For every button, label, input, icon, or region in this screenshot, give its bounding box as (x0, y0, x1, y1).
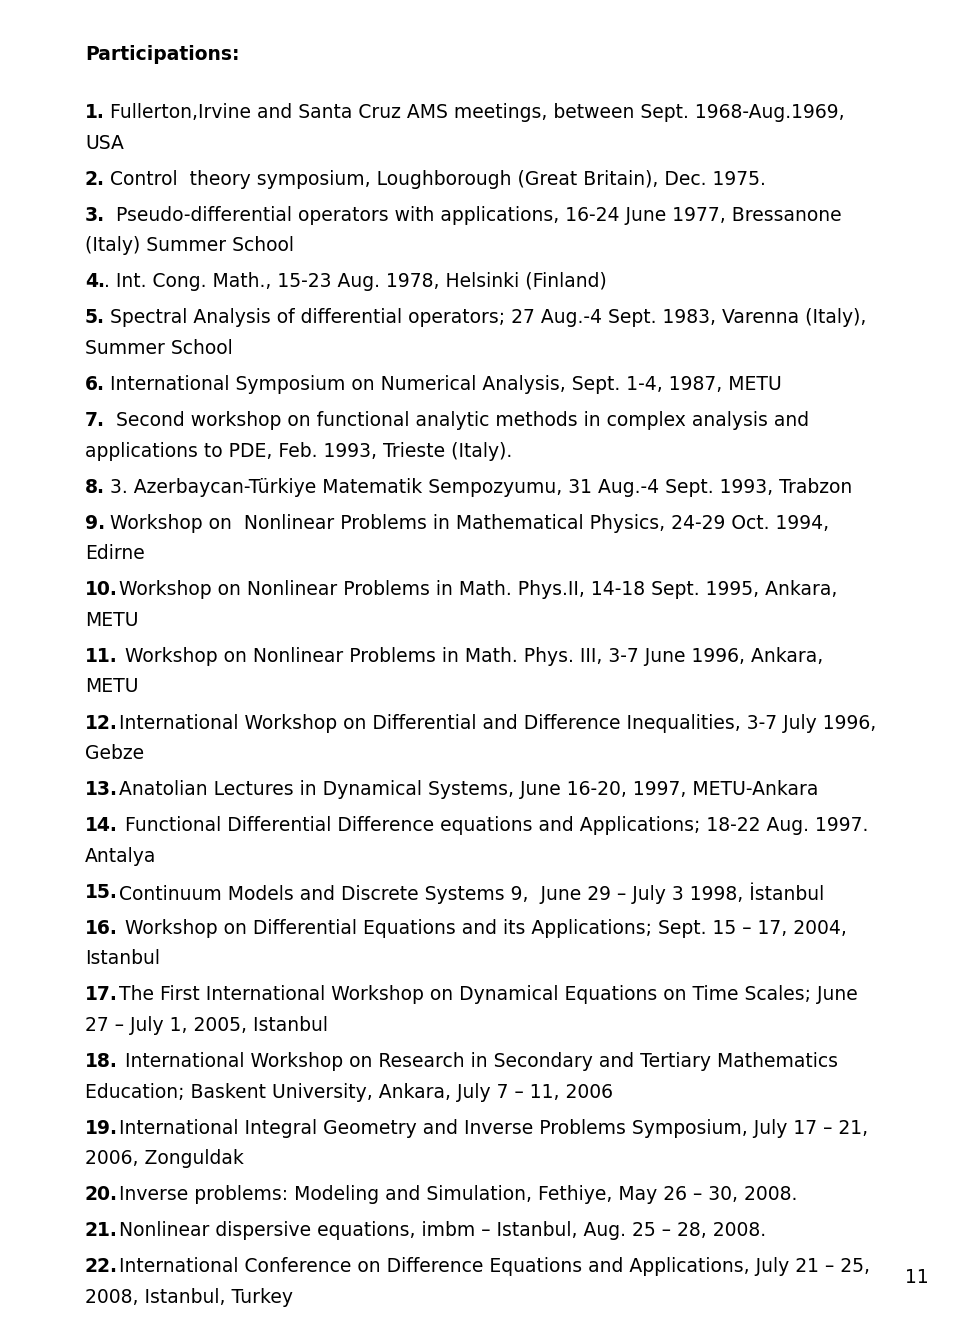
Text: International Integral Geometry and Inverse Problems Symposium, July 17 – 21,: International Integral Geometry and Inve… (113, 1118, 868, 1138)
Text: METU: METU (85, 677, 138, 697)
Text: Pseudo-differential operators with applications, 16-24 June 1977, Bressanone: Pseudo-differential operators with appli… (104, 206, 841, 225)
Text: 2006, Zonguldak: 2006, Zonguldak (85, 1149, 244, 1169)
Text: 16.: 16. (85, 919, 118, 937)
Text: 1.: 1. (85, 103, 105, 122)
Text: 13.: 13. (85, 780, 118, 800)
Text: Workshop on  Nonlinear Problems in Mathematical Physics, 24-29 Oct. 1994,: Workshop on Nonlinear Problems in Mathem… (104, 514, 828, 533)
Text: 19.: 19. (85, 1118, 118, 1138)
Text: 12.: 12. (85, 714, 118, 732)
Text: Participations:: Participations: (85, 45, 239, 63)
Text: 21.: 21. (85, 1222, 118, 1240)
Text: Fullerton,Irvine and Santa Cruz AMS meetings, between Sept. 1968-Aug.1969,: Fullerton,Irvine and Santa Cruz AMS meet… (104, 103, 844, 122)
Text: 3.: 3. (85, 206, 106, 225)
Text: International Workshop on Research in Secondary and Tertiary Mathematics: International Workshop on Research in Se… (113, 1052, 838, 1071)
Text: Edirne: Edirne (85, 545, 145, 563)
Text: 5.: 5. (85, 308, 105, 328)
Text: Second workshop on functional analytic methods in complex analysis and: Second workshop on functional analytic m… (104, 411, 808, 430)
Text: 7.: 7. (85, 411, 105, 430)
Text: Nonlinear dispersive equations, imbm – Istanbul, Aug. 25 – 28, 2008.: Nonlinear dispersive equations, imbm – I… (113, 1222, 766, 1240)
Text: Istanbul: Istanbul (85, 949, 160, 969)
Text: The First International Workshop on Dynamical Equations on Time Scales; June: The First International Workshop on Dyna… (113, 985, 857, 1005)
Text: Summer School: Summer School (85, 338, 232, 358)
Text: Functional Differential Difference equations and Applications; 18-22 Aug. 1997.: Functional Differential Difference equat… (113, 816, 868, 836)
Text: Anatolian Lectures in Dynamical Systems, June 16-20, 1997, METU-Ankara: Anatolian Lectures in Dynamical Systems,… (113, 780, 818, 800)
Text: USA: USA (85, 134, 124, 152)
Text: 3. Azerbaycan-Türkiye Matematik Sempozyumu, 31 Aug.-4 Sept. 1993, Trabzon: 3. Azerbaycan-Türkiye Matematik Sempozyu… (104, 477, 852, 497)
Text: Antalya: Antalya (85, 847, 156, 866)
Text: 8.: 8. (85, 477, 105, 497)
Text: Gebze: Gebze (85, 744, 144, 763)
Text: 14.: 14. (85, 816, 118, 836)
Text: . Int. Cong. Math., 15-23 Aug. 1978, Helsinki (Finland): . Int. Cong. Math., 15-23 Aug. 1978, Hel… (104, 272, 607, 291)
Text: Spectral Analysis of differential operators; 27 Aug.-4 Sept. 1983, Varenna (Ital: Spectral Analysis of differential operat… (104, 308, 866, 328)
Text: 27 – July 1, 2005, Istanbul: 27 – July 1, 2005, Istanbul (85, 1017, 328, 1035)
Text: 17.: 17. (85, 985, 118, 1005)
Text: International Symposium on Numerical Analysis, Sept. 1-4, 1987, METU: International Symposium on Numerical Ana… (104, 375, 781, 394)
Text: 15.: 15. (85, 883, 118, 902)
Text: 2008, Istanbul, Turkey: 2008, Istanbul, Turkey (85, 1288, 293, 1307)
Text: Inverse problems: Modeling and Simulation, Fethiye, May 26 – 30, 2008.: Inverse problems: Modeling and Simulatio… (113, 1186, 797, 1204)
Text: 11: 11 (905, 1268, 928, 1288)
Text: Workshop on Differential Equations and its Applications; Sept. 15 – 17, 2004,: Workshop on Differential Equations and i… (113, 919, 847, 937)
Text: Education; Baskent University, Ankara, July 7 – 11, 2006: Education; Baskent University, Ankara, J… (85, 1083, 613, 1101)
Text: 10.: 10. (85, 580, 118, 599)
Text: Control  theory symposium, Loughborough (Great Britain), Dec. 1975.: Control theory symposium, Loughborough (… (104, 169, 765, 189)
Text: 9.: 9. (85, 514, 106, 533)
Text: Workshop on Nonlinear Problems in Math. Phys. III, 3-7 June 1996, Ankara,: Workshop on Nonlinear Problems in Math. … (113, 646, 823, 666)
Text: applications to PDE, Feb. 1993, Trieste (Italy).: applications to PDE, Feb. 1993, Trieste … (85, 442, 513, 460)
Text: 18.: 18. (85, 1052, 118, 1071)
Text: (Italy) Summer School: (Italy) Summer School (85, 237, 294, 255)
Text: 6.: 6. (85, 375, 105, 394)
Text: 11.: 11. (85, 646, 118, 666)
Text: International Workshop on Differential and Difference Inequalities, 3-7 July 199: International Workshop on Differential a… (113, 714, 876, 732)
Text: 4.: 4. (85, 272, 105, 291)
Text: METU: METU (85, 611, 138, 629)
Text: 2.: 2. (85, 169, 105, 189)
Text: Continuum Models and Discrete Systems 9,  June 29 – July 3 1998, İstanbul: Continuum Models and Discrete Systems 9,… (113, 883, 824, 904)
Text: 20.: 20. (85, 1186, 118, 1204)
Text: Workshop on Nonlinear Problems in Math. Phys.II, 14-18 Sept. 1995, Ankara,: Workshop on Nonlinear Problems in Math. … (113, 580, 837, 599)
Text: 22.: 22. (85, 1257, 118, 1277)
Text: International Conference on Difference Equations and Applications, July 21 – 25,: International Conference on Difference E… (113, 1257, 870, 1277)
